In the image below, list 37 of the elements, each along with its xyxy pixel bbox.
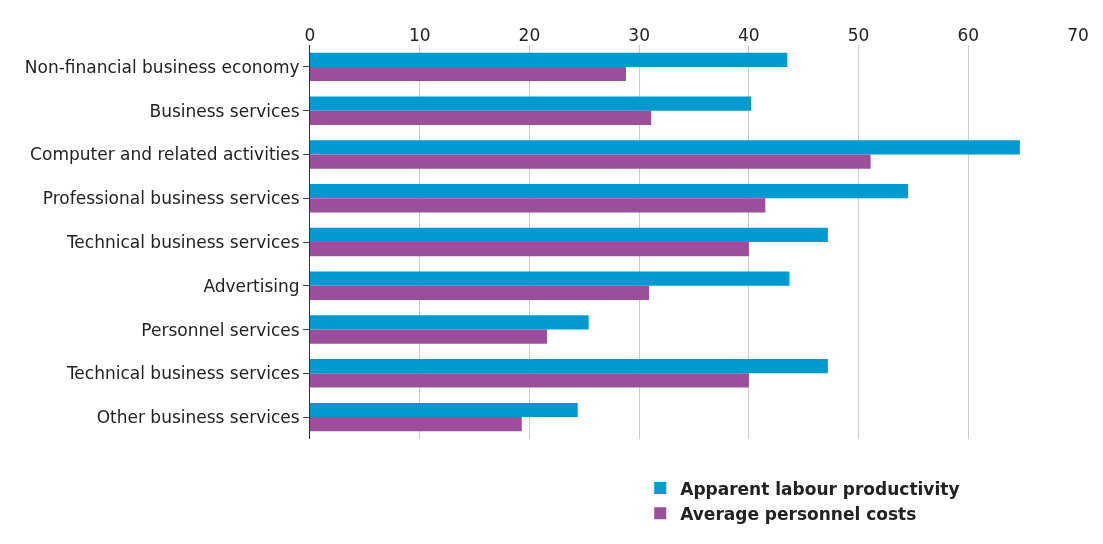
y-tick-label: Personnel services	[141, 319, 300, 340]
bar	[310, 154, 871, 169]
bar	[310, 242, 749, 257]
x-tick-label: 60	[957, 24, 980, 45]
y-tick-label: Computer and related activities	[30, 144, 300, 165]
bar	[310, 198, 766, 213]
x-tick-label: 10	[408, 24, 431, 45]
bar	[310, 315, 589, 330]
y-tick-label: Technical business services	[65, 363, 300, 384]
legend-label: Average personnel costs	[680, 503, 917, 524]
y-tick-label: Non-financial business economy	[24, 56, 300, 77]
bar	[310, 285, 650, 301]
x-tick-label: 70	[1067, 24, 1089, 45]
bar	[310, 373, 749, 388]
bar	[310, 329, 547, 344]
bar	[310, 402, 578, 418]
bar	[310, 183, 908, 199]
bar	[310, 140, 1020, 155]
bar	[310, 66, 626, 82]
y-tick-label: Other business services	[96, 407, 300, 428]
bar	[310, 52, 788, 67]
x-tick-label: 50	[847, 24, 870, 45]
y-tick-label: Professional business services	[42, 188, 300, 209]
bar	[310, 110, 652, 125]
bar	[310, 271, 790, 286]
x-tick-label: 20	[518, 24, 541, 45]
x-tick-label: 0	[304, 24, 316, 45]
y-tick-label: Business services	[149, 100, 300, 121]
bar	[310, 417, 522, 432]
bar	[310, 227, 828, 242]
y-tick-label: Advertising	[203, 275, 300, 296]
bar	[310, 359, 828, 374]
x-tick-label: 30	[628, 24, 650, 45]
x-tick-label: 40	[738, 24, 760, 45]
legend-label: Apparent labour productivity	[680, 478, 960, 499]
bar	[310, 96, 752, 111]
y-tick-label: Technical business services	[65, 231, 300, 252]
